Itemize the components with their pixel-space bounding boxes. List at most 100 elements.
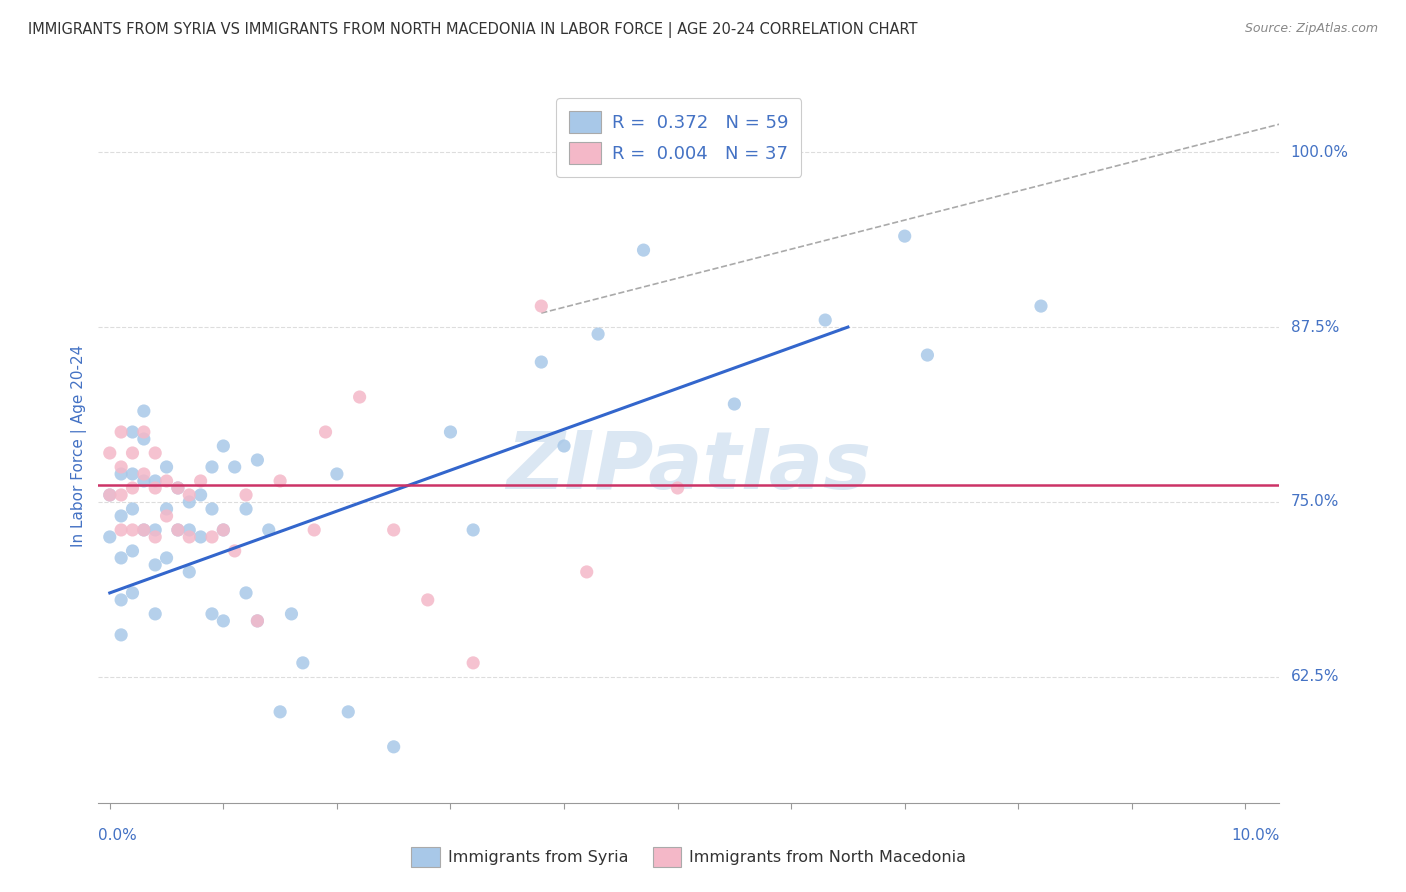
Point [143, 474, 166, 488]
Point [110, 508, 132, 523]
Point [179, 488, 201, 502]
Point [439, 425, 461, 439]
Point [586, 327, 609, 342]
Point [212, 614, 235, 628]
Text: 87.5%: 87.5% [1291, 319, 1339, 334]
Point [143, 530, 166, 544]
Point [235, 488, 257, 502]
Point [121, 481, 143, 495]
Point [723, 397, 745, 411]
Point [155, 460, 177, 475]
Point [143, 523, 166, 537]
Point [132, 523, 155, 537]
Point [246, 614, 269, 628]
Point [132, 432, 155, 446]
Point [416, 593, 439, 607]
Point [530, 355, 553, 369]
Text: Source: ZipAtlas.com: Source: ZipAtlas.com [1244, 22, 1378, 36]
Point [201, 460, 224, 475]
Point [110, 628, 132, 642]
Point [893, 229, 915, 244]
Point [337, 705, 360, 719]
Point [155, 550, 177, 565]
Point [121, 586, 143, 600]
Point [110, 593, 132, 607]
Point [121, 502, 143, 516]
Legend: Immigrants from Syria, Immigrants from North Macedonia: Immigrants from Syria, Immigrants from N… [405, 841, 973, 873]
Point [190, 530, 212, 544]
Point [143, 446, 166, 460]
Point [212, 523, 235, 537]
Point [530, 299, 553, 313]
Point [121, 523, 143, 537]
Point [132, 474, 155, 488]
Point [110, 425, 132, 439]
Text: ZIPatlas: ZIPatlas [506, 428, 872, 507]
Point [155, 474, 177, 488]
Point [110, 467, 132, 481]
Point [143, 607, 166, 621]
Point [121, 446, 143, 460]
Point [179, 565, 201, 579]
Point [201, 530, 224, 544]
Point [110, 460, 132, 475]
Point [132, 404, 155, 418]
Point [167, 523, 190, 537]
Point [110, 488, 132, 502]
Point [224, 544, 246, 558]
Point [463, 523, 485, 537]
Point [315, 425, 337, 439]
Point [382, 739, 405, 754]
Point [246, 453, 269, 467]
Text: 100.0%: 100.0% [1291, 145, 1348, 160]
Point [246, 614, 269, 628]
Point [98, 446, 121, 460]
Point [382, 523, 405, 537]
Point [235, 502, 257, 516]
Point [179, 495, 201, 509]
Point [98, 488, 121, 502]
Text: 0.0%: 0.0% [98, 828, 138, 843]
Text: IMMIGRANTS FROM SYRIA VS IMMIGRANTS FROM NORTH MACEDONIA IN LABOR FORCE | AGE 20: IMMIGRANTS FROM SYRIA VS IMMIGRANTS FROM… [28, 22, 918, 38]
Point [155, 508, 177, 523]
Point [167, 523, 190, 537]
Point [666, 481, 689, 495]
Point [132, 523, 155, 537]
Point [179, 523, 201, 537]
Point [132, 467, 155, 481]
Point [269, 705, 291, 719]
Point [121, 544, 143, 558]
Text: 75.0%: 75.0% [1291, 494, 1339, 509]
Point [1029, 299, 1052, 313]
Point [212, 439, 235, 453]
Point [167, 481, 190, 495]
Text: 62.5%: 62.5% [1291, 669, 1339, 684]
Point [575, 565, 598, 579]
Point [349, 390, 371, 404]
Point [224, 460, 246, 475]
Text: 10.0%: 10.0% [1232, 828, 1279, 843]
Point [291, 656, 314, 670]
Point [190, 488, 212, 502]
Point [302, 523, 325, 537]
Point [280, 607, 302, 621]
Point [553, 439, 575, 453]
Point [235, 586, 257, 600]
Point [167, 481, 190, 495]
Point [179, 530, 201, 544]
Point [155, 502, 177, 516]
Point [917, 348, 939, 362]
Point [121, 467, 143, 481]
Point [201, 502, 224, 516]
Point [633, 243, 655, 257]
Point [269, 474, 291, 488]
Point [190, 474, 212, 488]
Y-axis label: In Labor Force | Age 20-24: In Labor Force | Age 20-24 [72, 345, 87, 547]
Point [326, 467, 349, 481]
Point [143, 481, 166, 495]
Point [463, 656, 485, 670]
Point [98, 488, 121, 502]
Point [110, 550, 132, 565]
Point [257, 523, 280, 537]
Point [110, 523, 132, 537]
